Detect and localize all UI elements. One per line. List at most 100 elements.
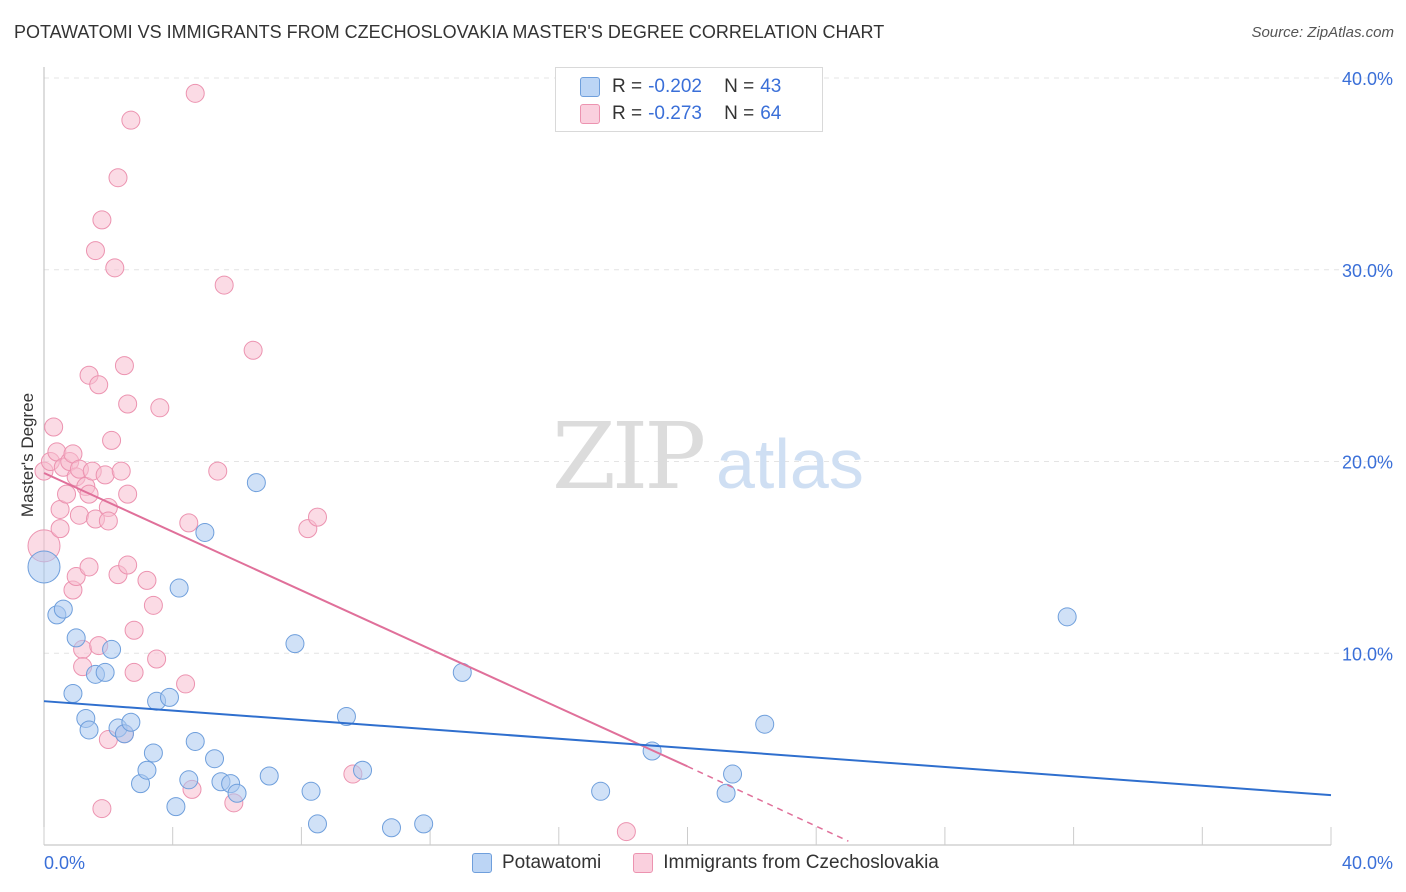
potawatomi-point xyxy=(716,783,736,803)
legend-swatch-blue xyxy=(580,77,600,97)
potawatomi-point xyxy=(205,749,225,769)
potawatomi-point xyxy=(169,578,189,598)
czechoslovakia-point xyxy=(307,507,327,527)
legend-r-label: R = xyxy=(612,103,643,124)
czechoslovakia-trend-line xyxy=(43,472,688,768)
czechoslovakia-point xyxy=(95,465,115,485)
czechoslovakia-point xyxy=(214,275,234,295)
czechoslovakia-point xyxy=(143,595,163,615)
czechoslovakia-point xyxy=(616,822,636,842)
czechoslovakia-point xyxy=(102,430,122,450)
potawatomi-point xyxy=(227,783,247,803)
potawatomi-point xyxy=(27,550,61,584)
series-label: Potawatomi xyxy=(502,852,602,873)
czechoslovakia-point xyxy=(150,398,170,418)
y-tick-label: 30.0% xyxy=(1342,261,1393,281)
czechoslovakia-point xyxy=(85,241,105,261)
potawatomi-point xyxy=(723,764,743,784)
potawatomi-point xyxy=(195,522,215,542)
legend-n-label: N = xyxy=(724,76,755,97)
legend-n-value: 43 xyxy=(760,76,782,97)
legend-n-value: 64 xyxy=(760,103,782,124)
potawatomi-point xyxy=(66,628,86,648)
potawatomi-point xyxy=(79,720,99,740)
potawatomi-point xyxy=(301,781,321,801)
potawatomi-point xyxy=(53,599,73,619)
y-tick-label: 20.0% xyxy=(1342,453,1393,473)
potawatomi-point xyxy=(63,684,83,704)
czechoslovakia-point xyxy=(118,484,138,504)
potawatomi-point xyxy=(246,473,266,493)
series-legend-czechoslovakia: Immigrants from Czechoslovakia xyxy=(633,852,939,874)
potawatomi-point xyxy=(755,714,775,734)
series-legend-potawatomi: Potawatomi xyxy=(472,852,601,874)
czechoslovakia-point xyxy=(57,484,77,504)
czechoslovakia-point xyxy=(118,394,138,414)
source-label: Source: ZipAtlas.com xyxy=(1251,24,1394,41)
potawatomi-point xyxy=(137,760,157,780)
czechoslovakia-point xyxy=(179,513,199,533)
potawatomi-point xyxy=(1057,607,1077,627)
potawatomi-point xyxy=(381,818,401,838)
potawatomi-point xyxy=(179,770,199,790)
potawatomi-point xyxy=(285,634,305,654)
czechoslovakia-point xyxy=(176,674,196,694)
czechoslovakia-point xyxy=(147,649,167,669)
x-tick-label: 40.0% xyxy=(1342,853,1393,873)
potawatomi-point xyxy=(353,760,373,780)
series-swatch-blue xyxy=(472,853,492,873)
potawatomi-point xyxy=(336,707,356,727)
czechoslovakia-point xyxy=(124,620,144,640)
czechoslovakia-point xyxy=(92,210,112,230)
czechoslovakia-point xyxy=(69,505,89,525)
czechoslovakia-point xyxy=(121,110,141,130)
potawatomi-trend-line xyxy=(43,700,1332,797)
czechoslovakia-point xyxy=(243,340,263,360)
legend-r-value: -0.202 xyxy=(648,76,702,97)
potawatomi-point xyxy=(102,639,122,659)
potawatomi-point xyxy=(143,743,163,763)
czechoslovakia-point xyxy=(124,662,144,682)
series-swatch-pink xyxy=(633,853,654,873)
legend-n-label: N = xyxy=(724,103,755,124)
czechoslovakia-point xyxy=(92,799,112,819)
czechoslovakia-point xyxy=(185,83,205,103)
czechoslovakia-point xyxy=(89,375,109,395)
potawatomi-point xyxy=(185,731,205,751)
potawatomi-point xyxy=(166,797,186,817)
czechoslovakia-point xyxy=(98,511,118,531)
czechoslovakia-point xyxy=(137,570,157,590)
watermark-atlas: atlas xyxy=(716,425,864,503)
x-tick-label: 0.0% xyxy=(44,853,85,873)
potawatomi-point xyxy=(259,766,279,786)
legend-r-label: R = xyxy=(612,76,643,97)
czechoslovakia-point xyxy=(44,417,64,437)
czechoslovakia-trend-extension xyxy=(687,765,849,842)
watermark-zip: ZIP xyxy=(552,403,703,510)
y-tick-label: 40.0% xyxy=(1342,69,1393,89)
correlation-legend: R = -0.202 N = 43 R = -0.273 N = 64 xyxy=(555,67,823,132)
czechoslovakia-point xyxy=(114,356,134,376)
potawatomi-point xyxy=(414,814,434,834)
legend-swatch-pink xyxy=(580,104,600,124)
y-tick-label: 10.0% xyxy=(1342,644,1393,664)
potawatomi-point xyxy=(159,687,179,707)
potawatomi-point xyxy=(307,814,327,834)
series-label: Immigrants from Czechoslovakia xyxy=(663,852,939,873)
legend-row-potawatomi: R = -0.202 N = 43 xyxy=(580,74,781,100)
czechoslovakia-point xyxy=(50,519,70,539)
czechoslovakia-point xyxy=(66,567,86,587)
czechoslovakia-point xyxy=(108,168,128,188)
czechoslovakia-point xyxy=(118,555,138,575)
potawatomi-point xyxy=(591,781,611,801)
czechoslovakia-point xyxy=(111,461,131,481)
potawatomi-point xyxy=(95,662,115,682)
chart-title: POTAWATOMI VS IMMIGRANTS FROM CZECHOSLOV… xyxy=(14,22,885,42)
czechoslovakia-point xyxy=(79,557,99,577)
legend-row-czechoslovakia: R = -0.273 N = 64 xyxy=(580,101,781,127)
potawatomi-point xyxy=(121,712,141,732)
czechoslovakia-point xyxy=(105,258,125,278)
czechoslovakia-point xyxy=(208,461,228,481)
series-legend: Potawatomi Immigrants from Czechoslovaki… xyxy=(472,852,971,874)
